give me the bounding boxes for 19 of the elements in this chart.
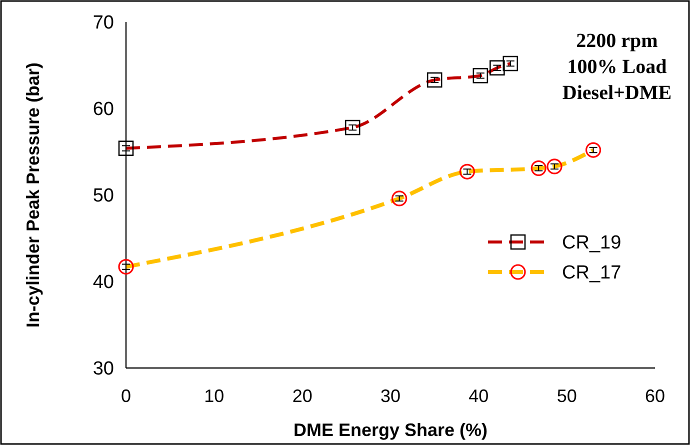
legend-label: CR_17 <box>562 262 622 284</box>
x-tick-label: 40 <box>468 386 489 406</box>
legend-label: CR_19 <box>562 232 622 254</box>
x-tick-label: 20 <box>292 386 312 406</box>
annotation: 2200 rpm <box>576 30 658 52</box>
x-tick-label: 10 <box>204 386 224 406</box>
x-tick-label: 0 <box>120 386 132 406</box>
x-tick-label: 30 <box>380 386 401 406</box>
y-tick-label: 60 <box>92 99 114 120</box>
x-tick-label: 50 <box>556 386 577 406</box>
y-tick-label: 70 <box>92 12 114 34</box>
annotation: 100% Load <box>567 56 667 78</box>
x-tick-label: 60 <box>644 386 666 406</box>
y-axis-title: In-cylinder Peak Pressure (bar) <box>23 62 43 328</box>
y-tick-label: 50 <box>92 186 114 207</box>
y-tick-label: 40 <box>92 272 114 294</box>
annotation: Diesel+DME <box>562 82 672 104</box>
x-axis-title: DME Energy Share (%) <box>293 420 488 440</box>
y-tick-label: 30 <box>92 358 114 380</box>
